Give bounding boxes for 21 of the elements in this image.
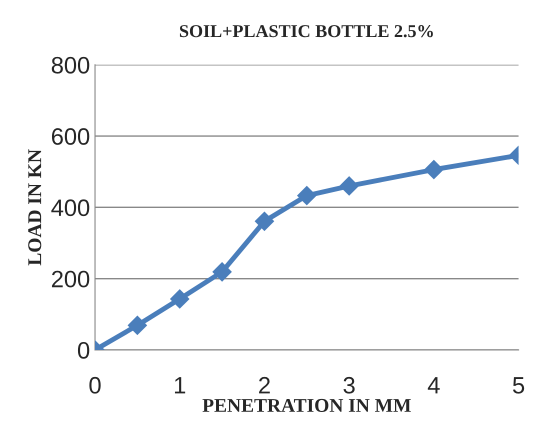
y-tick-label: 400 bbox=[51, 199, 90, 216]
point bbox=[254, 212, 274, 231]
x-tick-label: 2 bbox=[259, 376, 270, 394]
point bbox=[297, 186, 316, 206]
x-tick-label: 4 bbox=[428, 377, 440, 394]
y-tick-label: 200 bbox=[52, 270, 90, 288]
x-tick-label: 1 bbox=[174, 377, 186, 394]
point bbox=[128, 316, 147, 335]
point bbox=[170, 289, 190, 308]
point bbox=[424, 160, 444, 180]
point bbox=[340, 176, 359, 196]
x-tick-label: 5 bbox=[512, 377, 524, 394]
x-tick-label: 0 bbox=[89, 376, 101, 394]
chart-title: SOIL+PLASTIC BOTTLE 2.5% bbox=[180, 25, 433, 38]
y-axis-title: LOAD IN KN bbox=[28, 149, 42, 266]
y-tick-label: 600 bbox=[52, 128, 90, 145]
y-tick-label: 800 bbox=[52, 56, 90, 74]
x-axis-title: PENETRATION IN MM bbox=[202, 398, 411, 412]
y-tick-label: 0 bbox=[78, 342, 90, 359]
x-tick-label: 3 bbox=[343, 376, 355, 394]
point bbox=[212, 262, 232, 282]
